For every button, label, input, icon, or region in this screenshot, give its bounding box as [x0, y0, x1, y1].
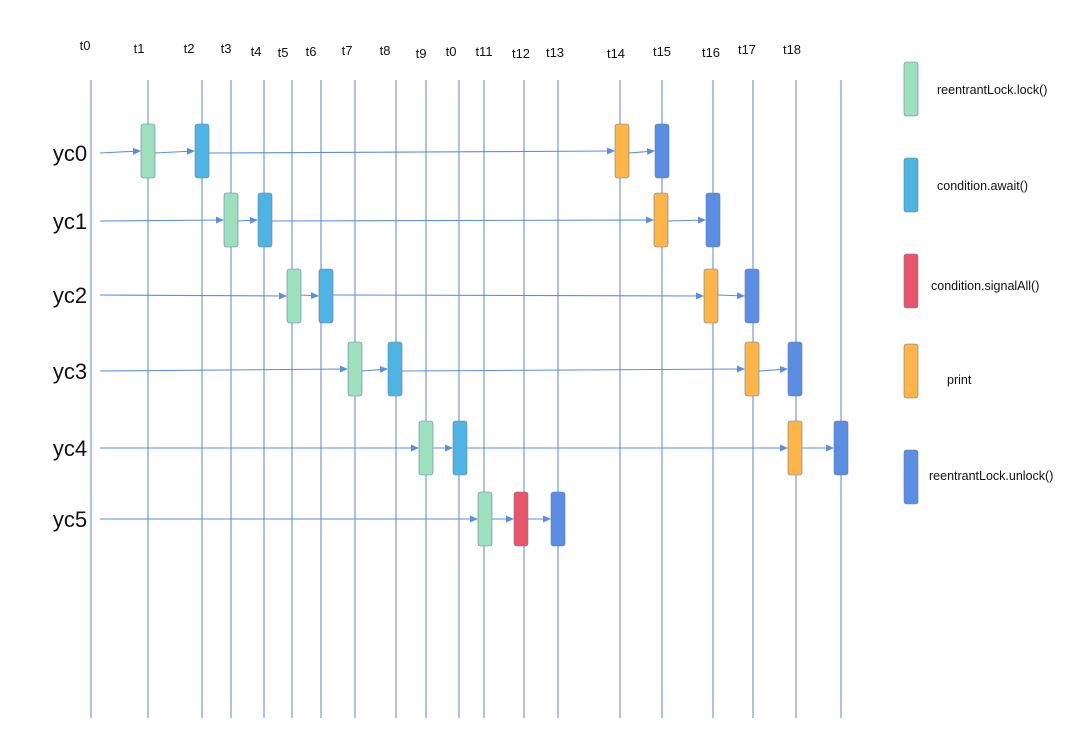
event-block-lock: [347, 341, 363, 397]
event-block-await: [194, 123, 210, 179]
lifeline-arrow: [237, 216, 258, 224]
event-block-lock: [223, 192, 239, 248]
event-block-signalAll: [513, 491, 529, 547]
thread-labels: yc0 yc1 yc2 yc3 yc4 yc5: [53, 141, 87, 532]
thread-label-yc2: yc2: [53, 283, 87, 308]
legend-label-lock: reentrantLock.lock(): [937, 83, 1047, 97]
time-label-t16: t16: [702, 45, 720, 60]
legend-label-await: condition.await(): [937, 179, 1028, 193]
time-label-t1: t1: [134, 41, 145, 56]
event-blocks: [140, 123, 849, 547]
time-label-t14: t14: [607, 46, 625, 61]
time-gridlines: [90, 80, 842, 718]
lifeline-arrow: [667, 216, 706, 224]
lifeline-arrow: [717, 292, 745, 300]
event-block-print: [614, 123, 630, 179]
event-block-await: [452, 420, 468, 476]
legend-swatch-await: [903, 157, 919, 213]
event-block-lock: [418, 420, 434, 476]
lifeline-arrow: [208, 147, 615, 155]
time-label-t4: t4: [251, 44, 262, 59]
legend-swatch-lock: [903, 61, 919, 117]
time-label-t13: t13: [546, 45, 564, 60]
legend: reentrantLock.lock() condition.await() con…: [903, 61, 1053, 505]
lifeline-arrow: [154, 147, 195, 155]
thread-lifelines: [99, 147, 834, 523]
time-label-t9: t9: [416, 46, 427, 61]
thread-label-yc0: yc0: [53, 141, 87, 166]
event-block-unlock: [744, 268, 760, 324]
event-block-unlock: [787, 341, 803, 397]
lifeline-arrow: [628, 148, 655, 156]
time-label-t17: t17: [738, 42, 756, 57]
event-block-print: [744, 341, 760, 397]
legend-swatch-signalAll: [903, 253, 919, 309]
event-block-lock: [286, 268, 302, 324]
thread-label-yc4: yc4: [53, 436, 87, 461]
lifeline-arrow: [361, 366, 388, 374]
event-block-unlock: [654, 123, 670, 179]
lifeline-arrow: [99, 147, 141, 155]
event-block-print: [653, 192, 669, 248]
time-label-t8: t8: [380, 43, 391, 58]
event-block-print: [703, 268, 719, 324]
legend-label-signalAll: condition.signalAll(): [931, 279, 1039, 293]
thread-label-yc1: yc1: [53, 209, 87, 234]
event-block-lock: [477, 491, 493, 547]
time-label-t5: t5: [278, 45, 289, 60]
event-block-print: [787, 420, 803, 476]
event-block-unlock: [705, 192, 721, 248]
time-axis-labels: t0 t1 t2 t3 t4 t5 t6 t7 t8 t9 t0 t11 t12 t13 t14 t15 t16…: [80, 38, 801, 61]
time-label-t2: t2: [184, 41, 195, 56]
time-label-t11: t11: [475, 44, 492, 59]
legend-label-print: print: [947, 373, 972, 387]
time-label-t15: t15: [653, 44, 671, 59]
legend-label-unlock: reentrantLock.unlock(): [929, 469, 1053, 483]
legend-swatch-print: [903, 343, 919, 399]
thread-label-yc3: yc3: [53, 359, 87, 384]
event-block-unlock: [550, 491, 566, 547]
lifeline-arrow: [271, 216, 654, 224]
lifeline-arrow: [99, 365, 348, 373]
lifeline-arrow: [300, 292, 319, 300]
lifeline-arrow: [332, 292, 704, 300]
event-block-await: [257, 192, 273, 248]
event-block-unlock: [833, 420, 849, 476]
time-label-t12: t12: [512, 46, 530, 61]
time-label-t0: t0: [446, 44, 457, 59]
event-block-await: [318, 268, 334, 324]
time-label-t0: t0: [80, 38, 91, 53]
event-block-lock: [140, 123, 156, 179]
lifeline-arrow: [99, 292, 287, 300]
event-block-await: [387, 341, 403, 397]
time-label-t7: t7: [342, 43, 353, 58]
time-label-t3: t3: [221, 41, 232, 56]
legend-swatch-unlock: [903, 449, 919, 505]
time-label-t18: t18: [783, 42, 801, 57]
lifeline-arrow: [401, 365, 745, 373]
lifeline-arrow: [99, 216, 224, 224]
time-label-t6: t6: [306, 44, 317, 59]
lifeline-arrow: [758, 366, 788, 373]
thread-label-yc5: yc5: [53, 507, 87, 532]
